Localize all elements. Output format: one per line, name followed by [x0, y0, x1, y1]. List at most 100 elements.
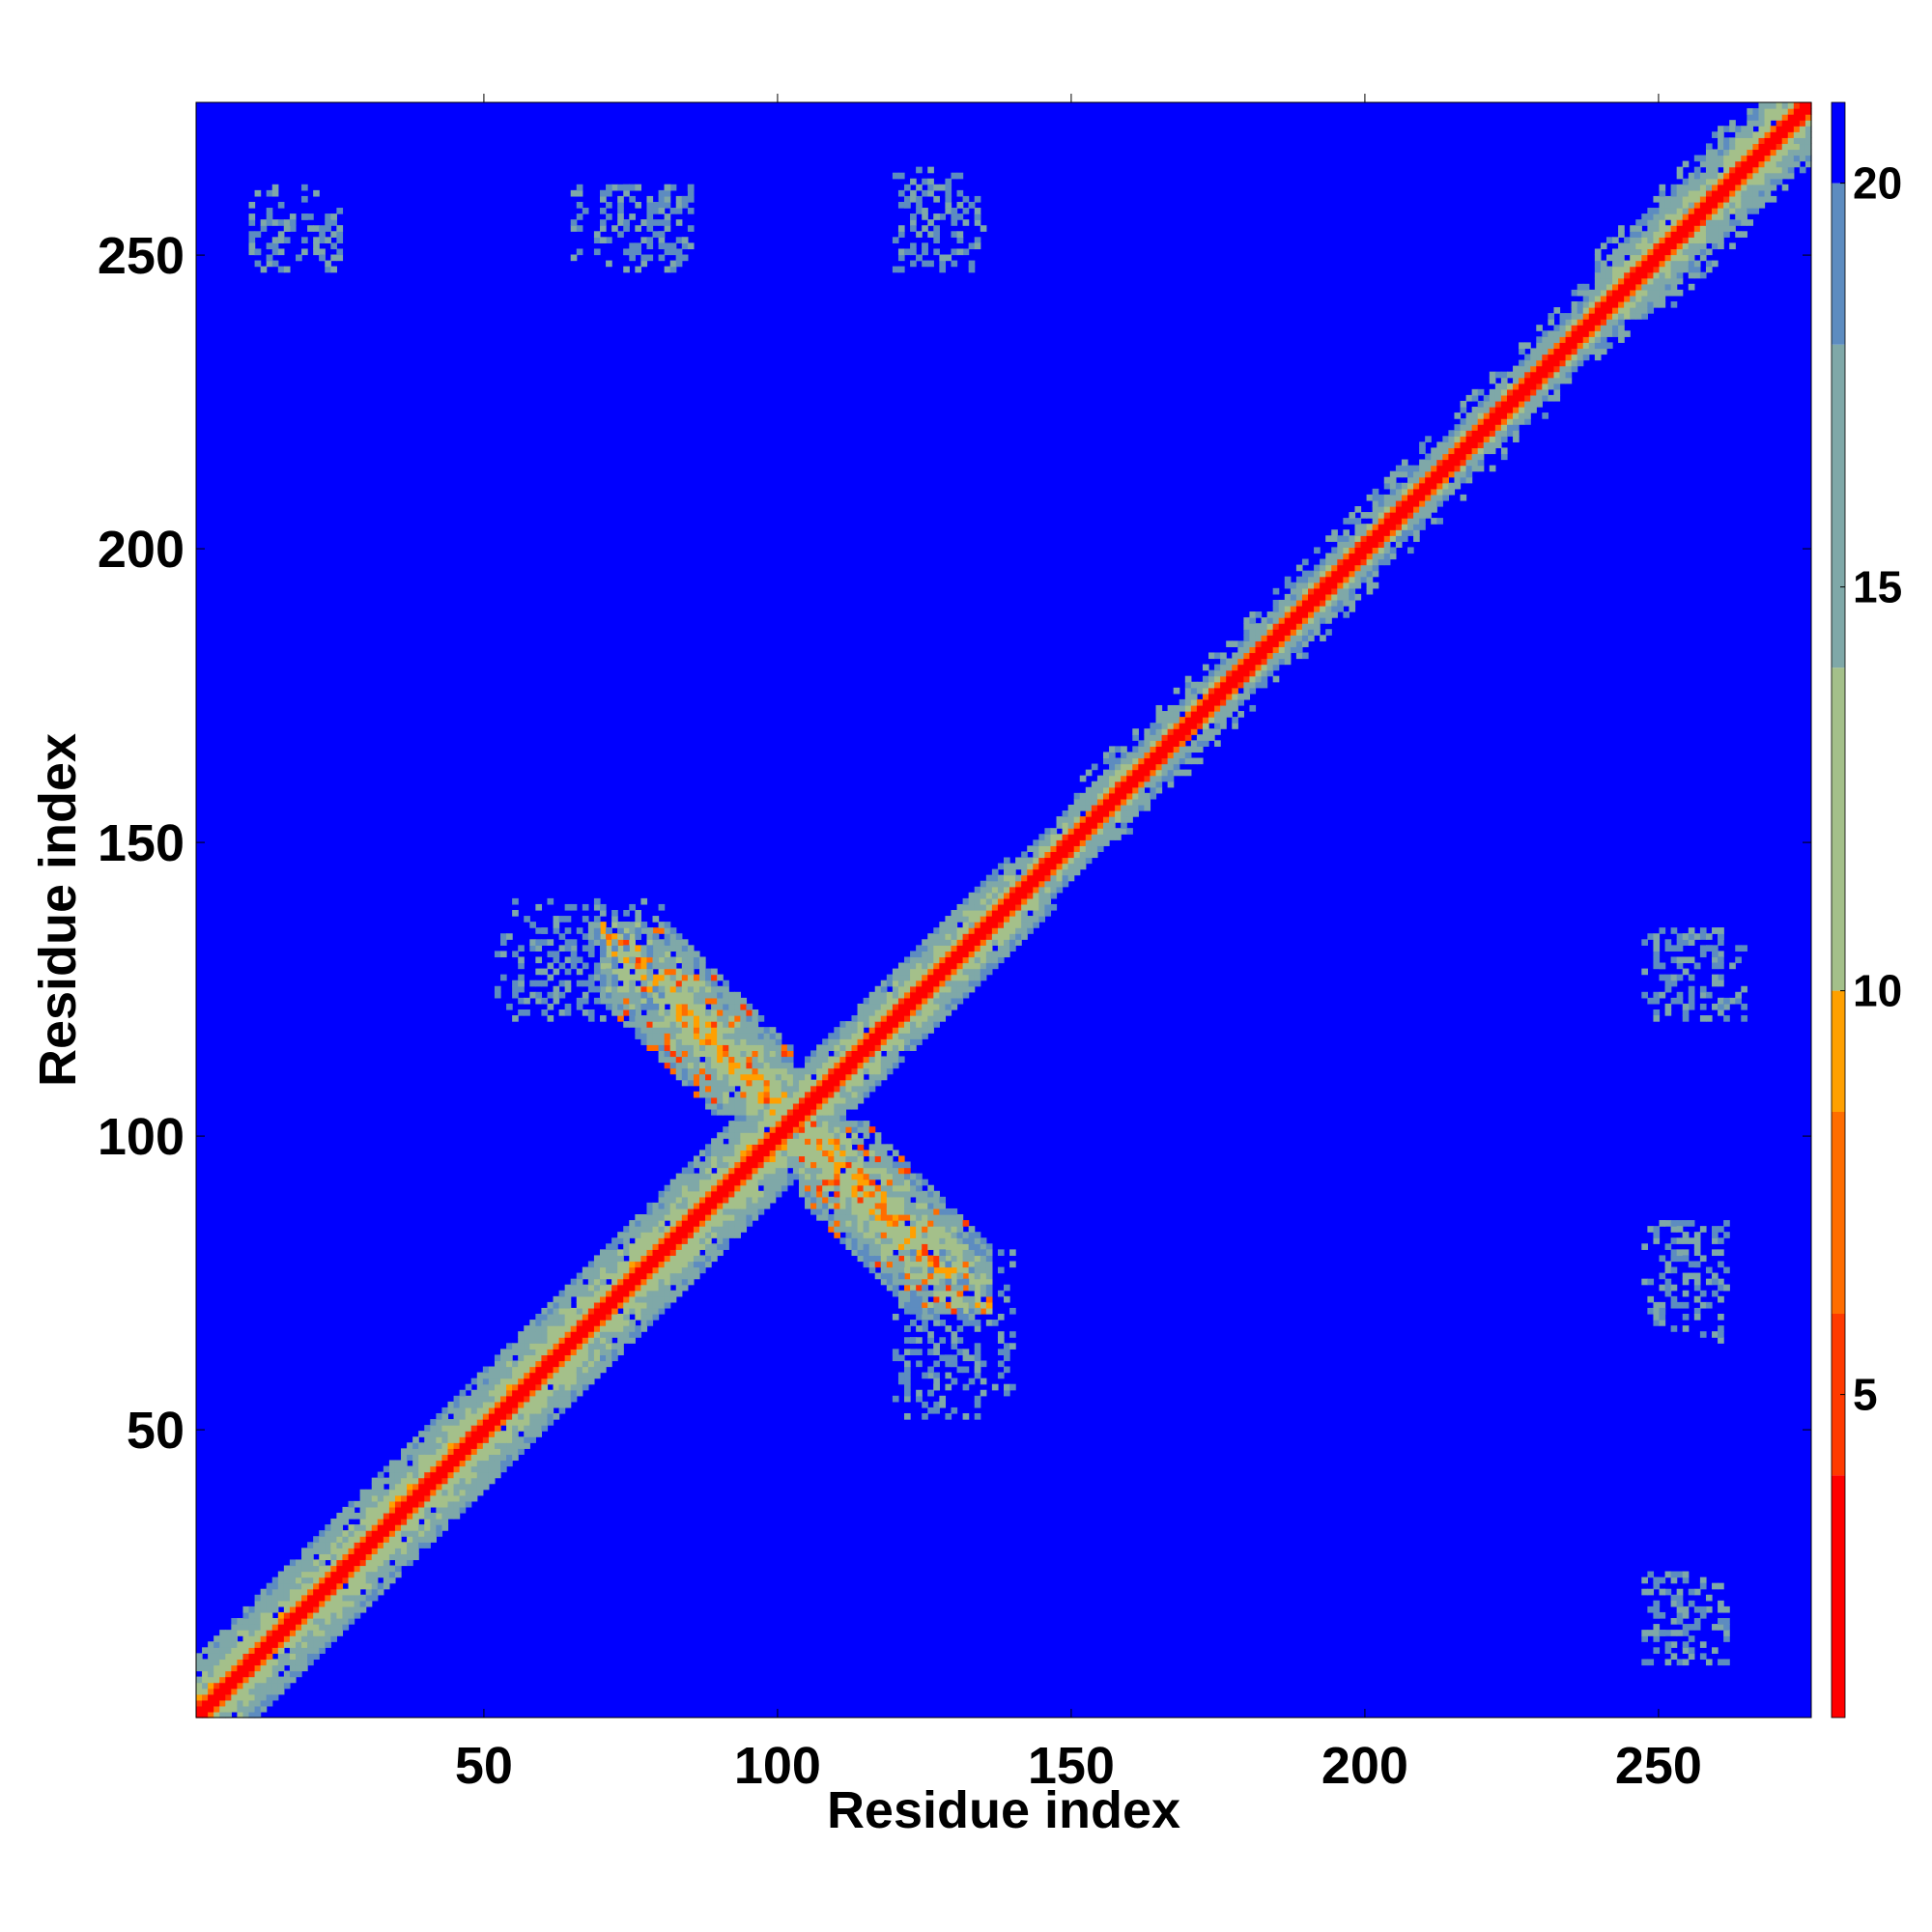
heatmap-cell [512, 1343, 519, 1350]
heatmap-cell [675, 974, 683, 981]
heatmap-cell [880, 1261, 888, 1268]
heatmap-cell [494, 1442, 501, 1449]
heatmap-cell [430, 1489, 437, 1496]
heatmap-cell [359, 1489, 367, 1496]
heatmap-cell [606, 1331, 612, 1338]
heatmap-cell [1308, 617, 1315, 624]
heatmap-cell [1243, 623, 1251, 630]
heatmap-cell [980, 892, 987, 899]
heatmap-cell [377, 1506, 384, 1514]
heatmap-cell [933, 1196, 940, 1204]
heatmap-cell [863, 1050, 870, 1058]
heatmap-cell [816, 1150, 823, 1157]
heatmap-cell [658, 997, 666, 1005]
heatmap-cell [675, 945, 683, 952]
heatmap-cell [640, 1249, 648, 1257]
heatmap-cell [564, 1295, 572, 1303]
heatmap-cell [1208, 681, 1215, 689]
heatmap-cell [868, 1202, 876, 1209]
heatmap-cell [225, 1682, 232, 1690]
heatmap-cell [611, 1284, 618, 1292]
heatmap-cell [956, 997, 964, 1005]
heatmap-cell [359, 1605, 367, 1613]
heatmap-cell [606, 1243, 612, 1250]
heatmap-cell [681, 951, 689, 958]
heatmap-cell [752, 1108, 759, 1116]
heatmap-cell [717, 991, 724, 999]
heatmap-cell [1009, 922, 1016, 928]
heatmap-cell [834, 1232, 840, 1238]
heatmap-cell [1021, 851, 1028, 859]
heatmap-cell [1343, 541, 1350, 549]
heatmap-cell [606, 933, 612, 940]
heatmap-cell [1161, 711, 1169, 718]
heatmap-cell [213, 1635, 220, 1642]
heatmap-cell [927, 1003, 934, 1010]
heatmap-cell [1062, 816, 1069, 823]
heatmap-cell [301, 1647, 308, 1654]
heatmap-cell [512, 1425, 519, 1432]
heatmap-cell [839, 1102, 847, 1110]
heatmap-cell [1021, 857, 1028, 865]
heatmap-cell [307, 1611, 314, 1619]
heatmap-cell [1085, 839, 1093, 846]
heatmap-cell [553, 1343, 560, 1350]
heatmap-cell [476, 1460, 484, 1467]
heatmap-cell [289, 1630, 297, 1636]
heatmap-cell [1442, 494, 1450, 501]
heatmap-cell [465, 1442, 472, 1449]
heatmap-cell [359, 1553, 367, 1561]
heatmap-cell [1261, 652, 1268, 660]
heatmap-cell [371, 1594, 379, 1602]
heatmap-cell [412, 1436, 419, 1443]
heatmap-cell [951, 1237, 958, 1244]
heatmap-cell [693, 1214, 700, 1221]
heatmap-cell [377, 1483, 384, 1491]
heatmap-cell [600, 1325, 607, 1332]
heatmap-cell [985, 874, 993, 882]
heatmap-cell [1073, 804, 1081, 811]
heatmap-cell [828, 1108, 835, 1116]
heatmap-cell [1354, 564, 1362, 572]
heatmap-cell [470, 1401, 478, 1408]
heatmap-cell [834, 1044, 840, 1051]
heatmap-cell [1096, 845, 1104, 853]
heatmap-cell [401, 1548, 408, 1554]
heatmap-cell [635, 1021, 642, 1028]
heatmap-cell [617, 945, 624, 952]
heatmap-cell [371, 1588, 379, 1596]
heatmap-cell [237, 1624, 244, 1631]
heatmap-cell [1395, 488, 1403, 496]
heatmap-cell [717, 1044, 724, 1051]
heatmap-cell [1308, 605, 1315, 612]
heatmap-cell [851, 1126, 859, 1133]
heatmap-cell [1513, 377, 1520, 384]
heatmap-cell [1519, 412, 1525, 419]
heatmap-cell [1184, 704, 1192, 712]
heatmap-cell [313, 1594, 320, 1602]
heatmap-cell [418, 1500, 425, 1508]
heatmap-cell [664, 1255, 671, 1263]
heatmap-cell [746, 1067, 753, 1075]
heatmap-cell [1431, 488, 1437, 496]
heatmap-cell [717, 1073, 724, 1081]
heatmap-cell [810, 1050, 817, 1058]
heatmap-cell [933, 1237, 940, 1244]
heatmap-cell [570, 1284, 578, 1292]
heatmap-cell [1489, 412, 1496, 419]
heatmap-cell [857, 1196, 865, 1204]
heatmap-cell [705, 1167, 712, 1175]
heatmap-cell [388, 1548, 396, 1554]
heatmap-cell [851, 1208, 859, 1215]
heatmap-cell [1126, 828, 1133, 835]
heatmap-cell [371, 1512, 379, 1520]
heatmap-cell [834, 1184, 840, 1192]
heatmap-cell [1343, 535, 1350, 542]
heatmap-cell [494, 1460, 501, 1467]
heatmap-cell [254, 1605, 262, 1613]
heatmap-cell [330, 1536, 337, 1543]
heatmap-cell [529, 1360, 536, 1368]
heatmap-cell [752, 1044, 759, 1051]
heatmap-cell [506, 1372, 513, 1379]
heatmap-cell [1232, 658, 1238, 666]
